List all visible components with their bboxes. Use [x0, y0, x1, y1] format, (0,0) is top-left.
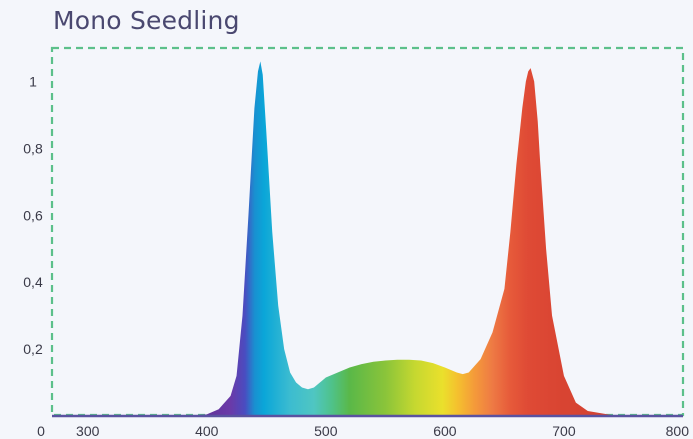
x-tick-label: 400: [195, 423, 219, 439]
origin-label: 0: [37, 423, 45, 439]
x-tick-label: 300: [76, 423, 100, 439]
x-tick-label: 800: [666, 423, 690, 439]
x-tick-label: 600: [433, 423, 457, 439]
plot-frame: [50, 46, 685, 417]
y-tick-label: 0,4: [23, 274, 43, 290]
x-tick-label: 700: [552, 423, 576, 439]
y-tick-label: 0,2: [23, 341, 43, 357]
spectrum-area: [52, 61, 683, 416]
y-tick-label: 1: [29, 73, 37, 89]
chart-title: Mono Seedling: [53, 6, 240, 35]
x-tick-label: 500: [314, 423, 338, 439]
y-tick-label: 0,8: [23, 140, 43, 156]
y-tick-label: 0,6: [23, 207, 43, 223]
